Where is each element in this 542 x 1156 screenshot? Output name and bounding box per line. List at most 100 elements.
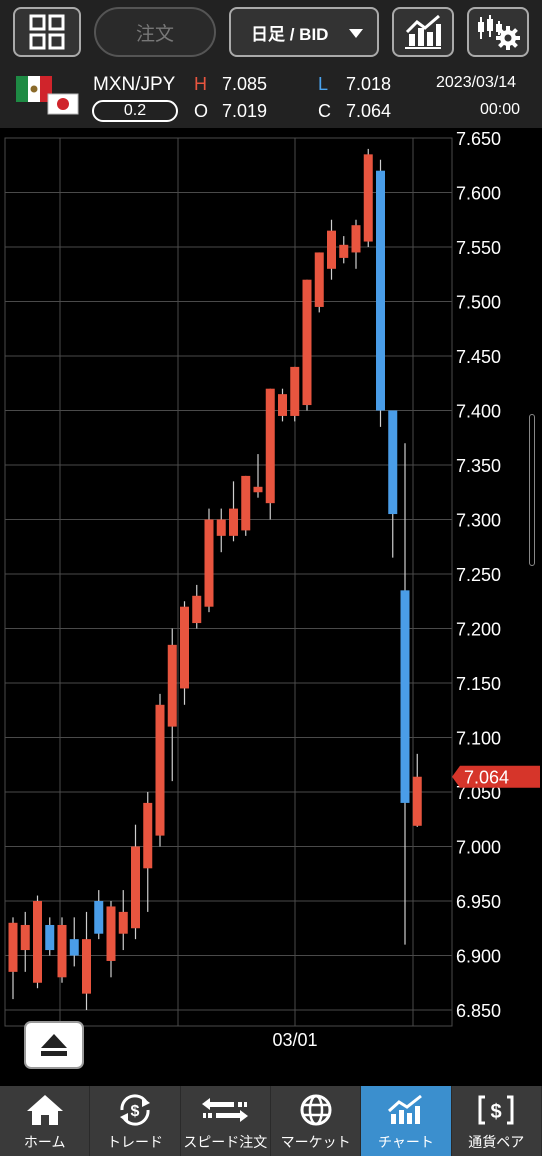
y-tick-label: 7.450	[456, 347, 501, 367]
y-tick-label: 7.250	[456, 565, 501, 585]
high-label: H	[194, 74, 207, 94]
current-price-marker: 7.064	[452, 765, 540, 788]
candle-body-up	[167, 644, 177, 727]
candle	[167, 628, 177, 782]
nav-currency-pair-label: 通貨ペア	[468, 1134, 525, 1150]
nav-market-label: マーケット	[280, 1134, 351, 1150]
candle-body-up	[339, 244, 349, 258]
y-tick-label: 7.050	[456, 783, 501, 803]
nav-home[interactable]: ホーム	[0, 1086, 91, 1156]
candle-body-up	[253, 486, 263, 493]
y-tick-label: 7.200	[456, 620, 501, 640]
nav-speed-order-label: スピード注文	[183, 1134, 268, 1150]
candle	[20, 911, 30, 972]
currency-pair-icon: $	[478, 1095, 514, 1125]
open-label: O	[194, 101, 209, 121]
candle	[204, 508, 214, 613]
quote-date: 2023/03/14	[436, 74, 517, 91]
period-select-label: 日足 / BID	[251, 24, 329, 44]
grid-icon	[29, 14, 65, 50]
low-label: L	[318, 74, 329, 94]
collapse-panel-button[interactable]	[24, 1021, 84, 1069]
candle-body-up	[106, 906, 116, 961]
indicator-button[interactable]	[392, 7, 454, 57]
chart-scrollbar[interactable]	[529, 414, 535, 566]
candle	[278, 388, 287, 422]
nav-chart-label: チャート	[378, 1134, 434, 1150]
nav-speed-order[interactable]: スピード注文	[181, 1086, 271, 1156]
nav-market[interactable]: マーケット	[271, 1086, 362, 1156]
candle-body-up	[278, 394, 287, 416]
candle-body-down	[376, 170, 385, 411]
candle	[94, 890, 104, 940]
candle-body-up	[143, 802, 153, 869]
chart-canvas[interactable]: 7.650 7.600 7.550 7.500 7.450 7.400 7.350 7.300…	[0, 128, 542, 1086]
y-tick-label: 7.650	[456, 129, 501, 149]
period-select[interactable]: 日足 / BID	[229, 7, 379, 57]
chart-settings-button[interactable]	[467, 7, 529, 57]
candle	[69, 917, 79, 967]
lot-badge[interactable]: 0.2	[92, 100, 178, 122]
quote-info-bar: MXN/JPY H 7.085 L 7.018 2023/03/14 O 7.0…	[0, 64, 542, 128]
candle	[253, 454, 263, 498]
quote-time: 00:00	[480, 101, 521, 118]
candle	[57, 917, 67, 983]
candle	[131, 824, 140, 940]
y-tick-label: 7.000	[456, 838, 501, 858]
y-tick-label: 6.950	[456, 892, 501, 912]
order-button[interactable]: 注文	[94, 7, 216, 57]
candle-body-down	[69, 939, 79, 956]
candle	[33, 895, 42, 989]
candle	[229, 481, 238, 542]
candle	[241, 475, 251, 536]
top-toolbar: 注文 日足 / BID	[0, 0, 542, 64]
menu-grid-button[interactable]	[13, 7, 81, 57]
candle	[351, 219, 361, 269]
candle-body-up	[327, 230, 336, 269]
y-tick-label: 7.500	[456, 293, 501, 313]
candle-body-up	[192, 595, 202, 624]
y-tick-label: 6.900	[456, 947, 501, 967]
chart-grid	[4, 137, 453, 1027]
candle	[302, 279, 312, 411]
close-value: 7.064	[346, 101, 392, 121]
y-tick-label: 7.600	[456, 184, 501, 204]
candle-body-up	[20, 924, 30, 951]
candle-gear-icon	[478, 15, 520, 50]
nav-chart[interactable]: チャート	[361, 1086, 452, 1156]
candle	[82, 911, 91, 1010]
candle-body-up	[118, 911, 128, 934]
candle-body-down	[388, 410, 398, 515]
nav-home-label: ホーム	[23, 1134, 66, 1150]
candle-body-up	[57, 924, 67, 978]
candle-body-up	[204, 519, 214, 607]
candle-body-up	[290, 366, 300, 416]
candle-body-up	[412, 776, 422, 826]
candle	[106, 901, 116, 978]
candle	[314, 252, 324, 313]
candle-body-down	[45, 924, 55, 951]
candle	[290, 366, 300, 422]
chevron-down-icon	[349, 29, 363, 38]
price-axis: 7.650 7.600 7.550 7.500 7.450 7.400 7.350 7.300…	[456, 129, 501, 1021]
candlestick-chart[interactable]: 7.650 7.600 7.550 7.500 7.450 7.400 7.350 7.300…	[0, 128, 542, 1086]
candle	[388, 410, 398, 558]
globe-icon	[300, 1094, 332, 1126]
currency-pair: MXN/JPY	[93, 74, 176, 95]
candle-body-up	[363, 154, 373, 242]
candle-body-up	[351, 225, 361, 253]
candle-body-up	[131, 846, 140, 929]
y-tick-label: 7.550	[456, 238, 501, 258]
candle	[155, 693, 165, 847]
nav-trade[interactable]: $ トレード	[90, 1086, 181, 1156]
candle	[412, 753, 422, 827]
high-value: 7.085	[222, 74, 268, 94]
candle-body-up	[180, 606, 189, 689]
candle-body-up	[265, 388, 275, 504]
candle-body-up	[155, 704, 165, 836]
nav-currency-pair[interactable]: $ 通貨ペア	[452, 1086, 542, 1156]
candle-body-up	[82, 939, 91, 994]
home-icon	[26, 1095, 63, 1125]
candle	[327, 219, 336, 280]
y-tick-label: 7.100	[456, 729, 501, 749]
